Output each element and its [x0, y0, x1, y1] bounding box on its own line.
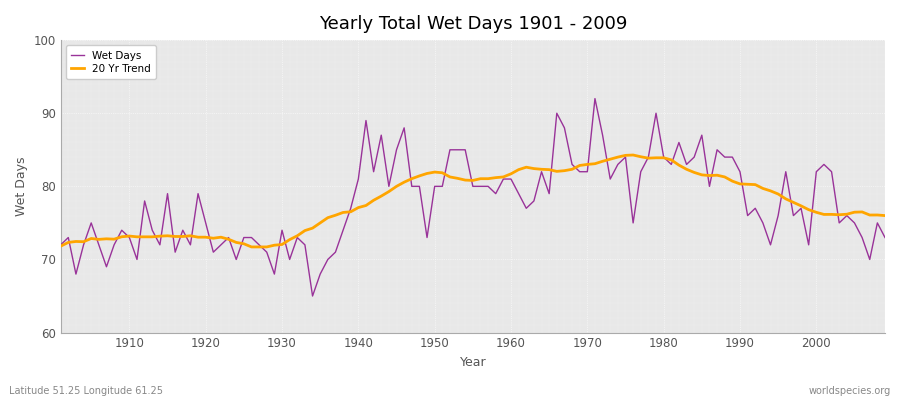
- 20 Yr Trend: [506, 172, 517, 176]
- Text: worldspecies.org: worldspecies.org: [809, 386, 891, 396]
- Wet Days: [613, 162, 624, 167]
- Wet Days: [879, 235, 890, 240]
- Wet Days: [284, 257, 295, 262]
- Y-axis label: Wet Days: Wet Days: [15, 156, 28, 216]
- Wet Days: [506, 177, 517, 182]
- 20 Yr Trend: [246, 244, 256, 249]
- 20 Yr Trend: [338, 210, 348, 215]
- 20 Yr Trend: [605, 157, 616, 162]
- 20 Yr Trend: [55, 244, 66, 248]
- 20 Yr Trend: [627, 153, 638, 158]
- 20 Yr Trend: [513, 167, 524, 172]
- Legend: Wet Days, 20 Yr Trend: Wet Days, 20 Yr Trend: [66, 45, 156, 79]
- Wet Days: [116, 228, 127, 233]
- Wet Days: [307, 294, 318, 298]
- X-axis label: Year: Year: [460, 356, 486, 369]
- 20 Yr Trend: [879, 213, 890, 218]
- Line: Wet Days: Wet Days: [60, 99, 885, 296]
- 20 Yr Trend: [116, 234, 127, 239]
- Wet Days: [55, 242, 66, 247]
- Text: Latitude 51.25 Longitude 61.25: Latitude 51.25 Longitude 61.25: [9, 386, 163, 396]
- Title: Yearly Total Wet Days 1901 - 2009: Yearly Total Wet Days 1901 - 2009: [319, 15, 627, 33]
- Wet Days: [590, 96, 600, 101]
- Wet Days: [338, 228, 348, 233]
- Line: 20 Yr Trend: 20 Yr Trend: [60, 155, 885, 247]
- Wet Days: [513, 191, 524, 196]
- 20 Yr Trend: [292, 233, 302, 238]
